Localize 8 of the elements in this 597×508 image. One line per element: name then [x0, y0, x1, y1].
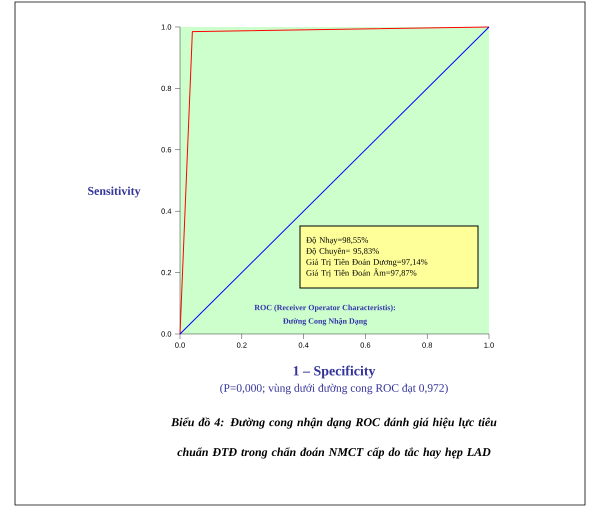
annotation: Giá Trị Tiên Đoán Dương=97,14% — [306, 258, 428, 267]
annotation: Độ Chuyên= 95,83% — [306, 248, 379, 256]
text: (P=0,000; vùng dưới đường cong ROC đạt 0,972) — [220, 384, 448, 394]
x-axis-title: 1 – Specificity — [294, 366, 376, 378]
y-axis-title: Sensitivity — [88, 186, 140, 198]
annotation: Giá Trị Tiên Đoán Âm=97,87% — [306, 268, 416, 278]
text: Biểu đồ 4: Đường cong nhận dạng ROC đánh giá hiệu lực tiêu chuẩn ĐTĐ trong chẩn đoán NMCT cấp do tắc hay hẹp LAD — [171, 417, 496, 459]
annotation: Độ Nhạy=98,55% — [306, 236, 368, 245]
